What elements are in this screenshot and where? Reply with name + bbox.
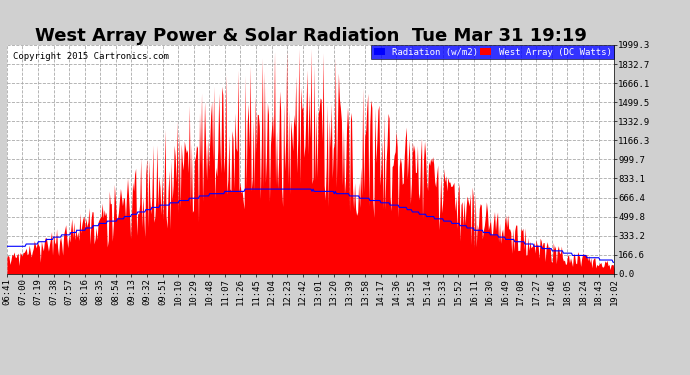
Legend: Radiation (w/m2), West Array (DC Watts): Radiation (w/m2), West Array (DC Watts): [371, 45, 614, 59]
Title: West Array Power & Solar Radiation  Tue Mar 31 19:19: West Array Power & Solar Radiation Tue M…: [34, 27, 586, 45]
Text: Copyright 2015 Cartronics.com: Copyright 2015 Cartronics.com: [13, 52, 169, 61]
